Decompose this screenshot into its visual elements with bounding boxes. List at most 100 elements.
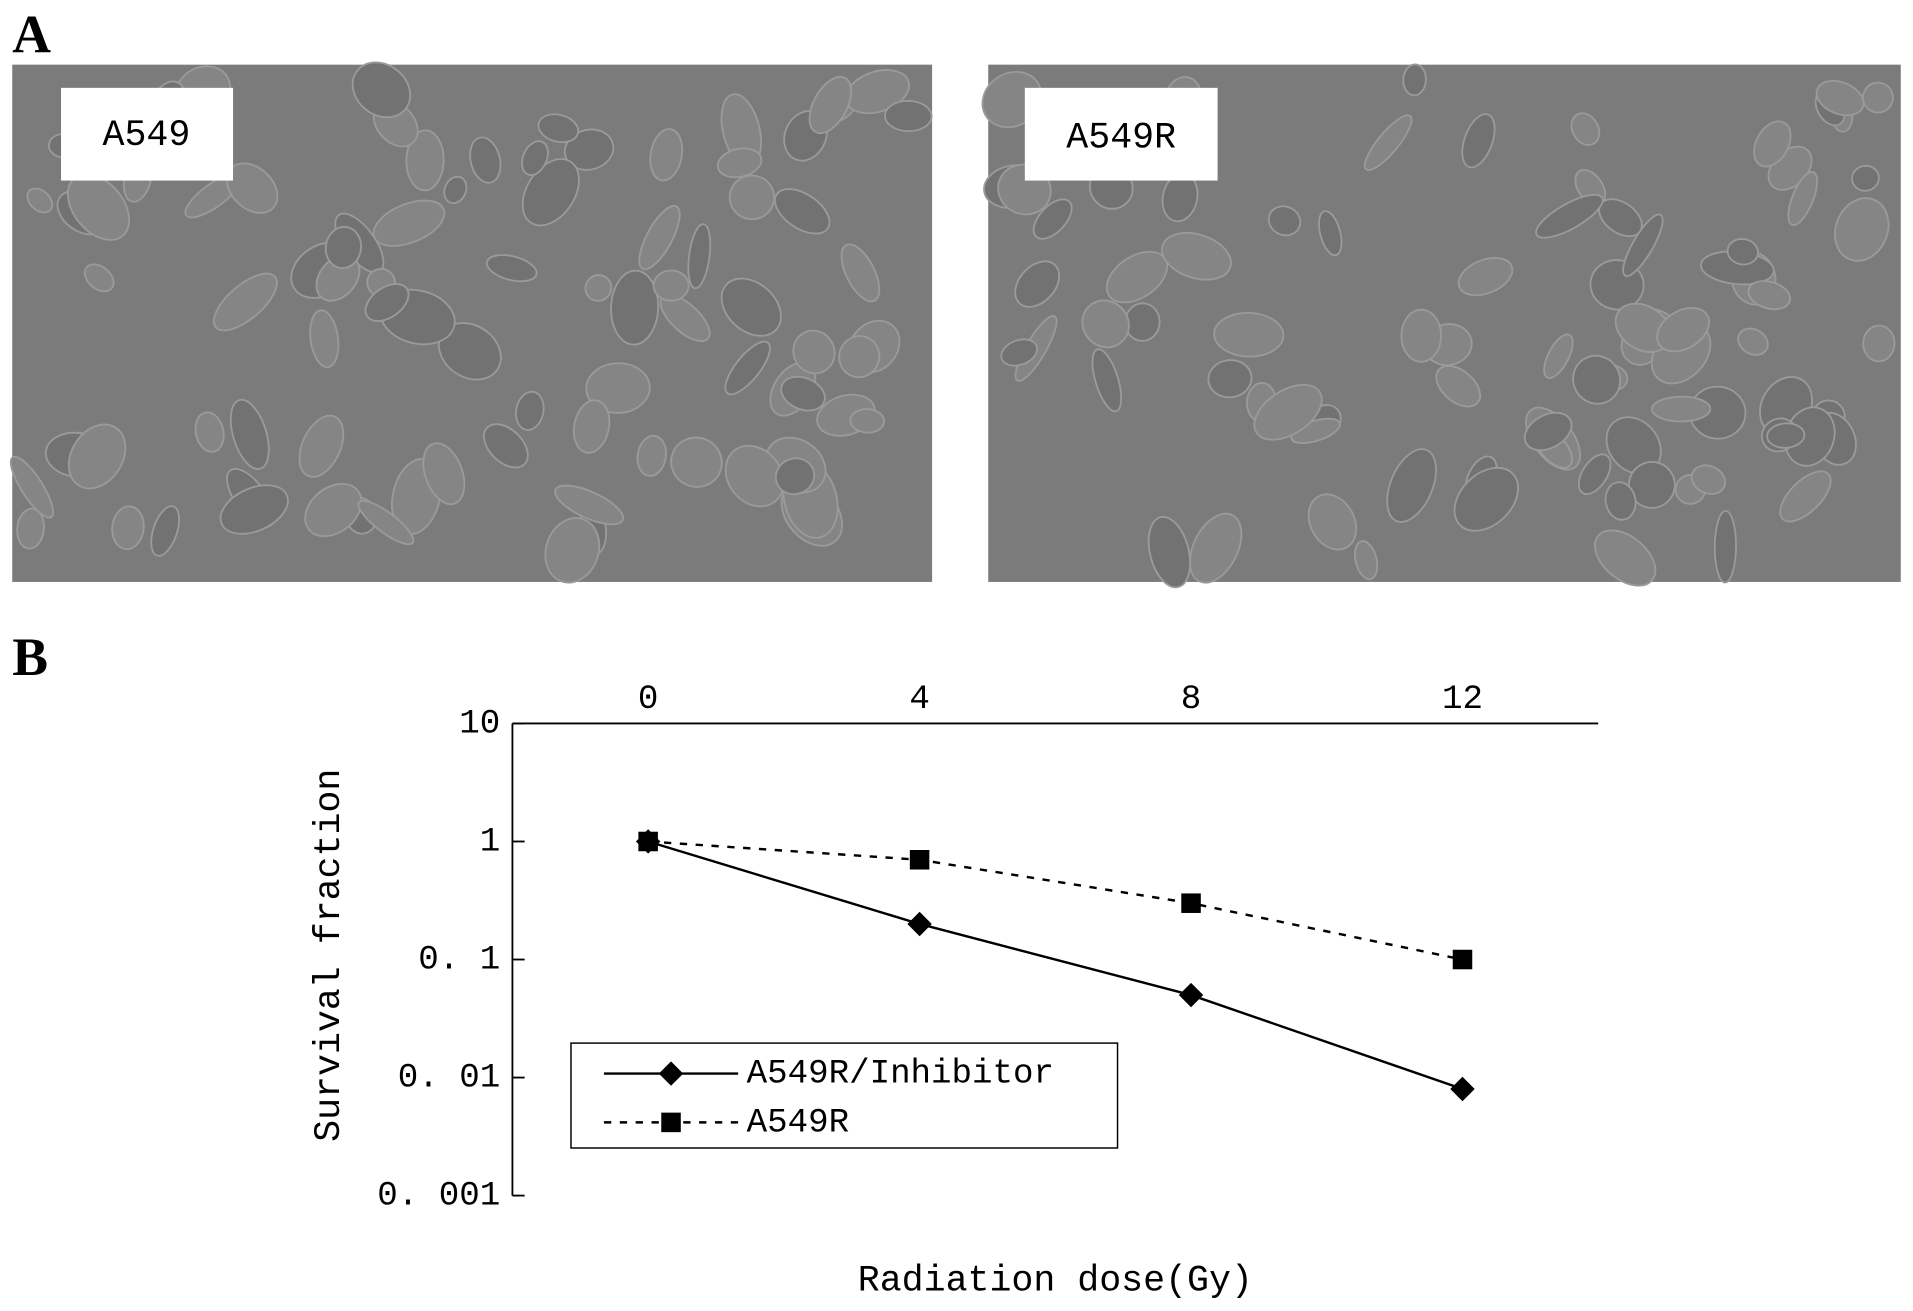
cell	[649, 128, 684, 182]
cell	[1690, 464, 1727, 495]
cell	[212, 272, 278, 332]
y-axis-label: Survival fraction	[309, 769, 350, 1142]
cell	[1267, 205, 1302, 237]
marker	[638, 831, 658, 852]
cell	[1207, 359, 1253, 399]
cell	[1189, 512, 1243, 584]
cell	[1161, 231, 1232, 281]
y-tick-label: 1	[480, 824, 501, 862]
cell	[774, 457, 816, 496]
y-tick-label: 0. 001	[377, 1178, 500, 1216]
image-label: A549R	[1066, 118, 1176, 159]
cell	[1753, 120, 1792, 168]
cell	[405, 129, 445, 192]
cell	[838, 335, 881, 379]
cell	[1353, 540, 1379, 581]
cell	[1213, 311, 1285, 358]
cell	[111, 505, 145, 551]
cell	[1318, 210, 1343, 257]
cell	[687, 223, 712, 290]
micrographs	[9, 61, 1901, 589]
marker	[1181, 893, 1201, 913]
cell	[884, 99, 933, 133]
cell	[521, 158, 580, 227]
cell	[1081, 299, 1130, 349]
legend-label: A549R	[747, 1104, 849, 1142]
cell	[792, 329, 836, 375]
cell	[16, 507, 45, 550]
cell	[1147, 516, 1192, 589]
cell	[150, 505, 180, 557]
cell	[194, 411, 225, 453]
y-tick-label: 10	[459, 705, 500, 743]
cell	[219, 484, 289, 535]
cell	[1737, 327, 1769, 356]
cell	[652, 269, 690, 302]
cell	[1787, 171, 1818, 226]
cell	[1307, 493, 1358, 551]
image-label-box	[1024, 87, 1218, 181]
cell	[9, 455, 55, 519]
x-tick-label: 4	[909, 681, 929, 719]
cell	[554, 484, 625, 526]
cell	[351, 61, 412, 119]
x-axis-label: Radiation dose(Gy)	[858, 1261, 1253, 1302]
cell	[638, 204, 681, 271]
cell	[1834, 197, 1890, 262]
cell	[324, 225, 362, 270]
cell	[780, 375, 826, 412]
marker	[1452, 949, 1473, 970]
cell	[67, 423, 127, 490]
cell	[1032, 198, 1073, 240]
cell	[636, 434, 667, 477]
cell	[1453, 466, 1519, 532]
cell	[1862, 324, 1896, 363]
marker	[907, 911, 932, 937]
image-label-box	[61, 87, 234, 181]
cell	[728, 174, 776, 221]
cell	[584, 274, 613, 302]
cell	[1572, 354, 1622, 405]
cell	[1628, 461, 1676, 509]
image-label: A549	[103, 115, 191, 156]
cell	[1815, 80, 1865, 117]
cell	[720, 277, 782, 337]
cell	[1779, 470, 1832, 523]
cell	[1577, 453, 1612, 495]
cell	[724, 340, 771, 396]
cell	[1000, 338, 1039, 367]
cell	[1014, 260, 1061, 308]
marker	[1450, 1076, 1475, 1102]
cell	[840, 243, 881, 303]
cell	[563, 128, 615, 171]
marker	[661, 1112, 681, 1133]
cell	[485, 254, 538, 283]
cell	[610, 269, 660, 346]
cell	[724, 444, 785, 508]
cell	[483, 423, 529, 469]
cell	[364, 283, 410, 322]
cell	[515, 390, 545, 431]
marker	[658, 1061, 684, 1086]
cell	[544, 517, 601, 584]
cell	[1363, 114, 1413, 172]
cell	[1435, 365, 1482, 408]
panel-label: B	[12, 627, 48, 687]
cell	[469, 136, 502, 184]
cell	[443, 175, 468, 205]
series-line	[647, 840, 1463, 1091]
cell	[849, 408, 886, 434]
cell	[670, 436, 723, 488]
cell	[357, 499, 415, 546]
cell	[298, 414, 345, 478]
cell	[1400, 308, 1443, 363]
cell	[1386, 448, 1437, 523]
cell	[1604, 481, 1637, 521]
cell	[808, 76, 853, 135]
cell	[1713, 510, 1737, 584]
cell	[716, 147, 763, 179]
y-tick-label: 0. 1	[418, 942, 500, 980]
cell	[1402, 63, 1427, 97]
